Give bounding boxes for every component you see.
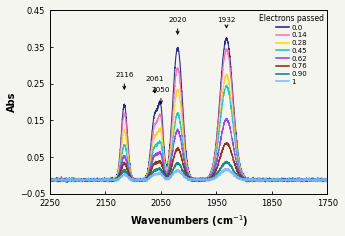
X-axis label: Wavenumbers (cm$^{-1}$): Wavenumbers (cm$^{-1}$) bbox=[129, 213, 248, 229]
Text: 2050: 2050 bbox=[152, 87, 170, 104]
Text: 1932: 1932 bbox=[217, 17, 236, 28]
Legend: 0.0, 0.14, 0.28, 0.45, 0.62, 0.76, 0.90, 1: 0.0, 0.14, 0.28, 0.45, 0.62, 0.76, 0.90,… bbox=[258, 13, 325, 86]
Text: 2020: 2020 bbox=[168, 17, 187, 34]
Text: 2116: 2116 bbox=[115, 72, 134, 89]
Y-axis label: Abs: Abs bbox=[7, 92, 17, 112]
Text: 2061: 2061 bbox=[146, 76, 164, 93]
